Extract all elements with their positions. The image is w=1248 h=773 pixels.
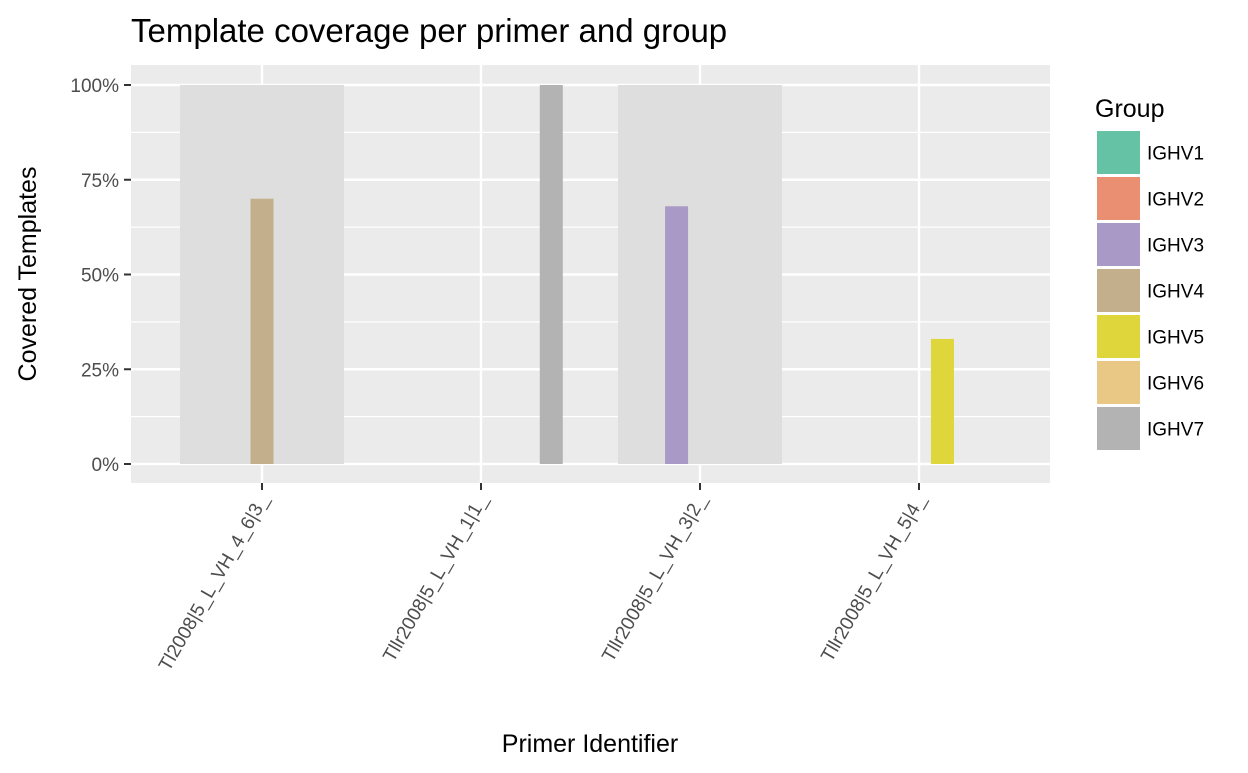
legend-label: IGHV2 [1147, 190, 1204, 211]
legend-label: IGHV6 [1147, 374, 1204, 395]
plot-panel [131, 65, 1050, 483]
bar-ighv4 [250, 198, 274, 464]
legend-label: IGHV3 [1147, 236, 1204, 257]
x-tick-label: Tllr2008|5_L_VH_3|2_ [598, 491, 711, 666]
x-tick-label: Tl2008|5_L_VH_4_6|3_ [155, 491, 273, 675]
x-axis-title: Primer Identifier [502, 730, 678, 758]
legend-key-ighv7 [1097, 407, 1140, 450]
y-axis-title: Covered Templates [14, 167, 42, 382]
legend-key-ighv2 [1097, 177, 1140, 220]
y-axis: 0% 25% 50% 75% 100% [70, 76, 131, 476]
y-tick-label: 75% [81, 171, 119, 192]
chart-title: Template coverage per primer and group [131, 12, 727, 49]
bar-ighv7 [539, 85, 563, 464]
legend-label: IGHV1 [1147, 144, 1204, 165]
coverage-band [618, 85, 782, 464]
legend-title: Group [1095, 95, 1164, 123]
legend-key-ighv1 [1097, 131, 1140, 174]
bar-ighv3 [665, 206, 689, 464]
y-tick-label: 100% [70, 76, 119, 97]
legend: Group IGHV1 IGHV2 IGHV3 IGHV4 IGHV5 IGHV6 IGHV… [1095, 95, 1204, 450]
legend-label: IGHV5 [1147, 328, 1204, 349]
legend-key-ighv3 [1097, 223, 1140, 266]
legend-key-ighv4 [1097, 269, 1140, 312]
x-axis: Tl2008|5_L_VH_4_6|3_ Tllr2008|5_L_VH_1|1_… [155, 483, 931, 675]
y-tick-label: 50% [81, 266, 119, 287]
legend-label: IGHV7 [1147, 420, 1204, 441]
legend-key-ighv6 [1097, 361, 1140, 404]
y-tick-label: 25% [81, 360, 119, 381]
x-tick-label: Tllr2008|5_L_VH_1|1_ [379, 491, 492, 666]
legend-key-ighv5 [1097, 315, 1140, 358]
x-tick-label: Tllr2008|5_L_VH_5|4_ [817, 491, 930, 666]
bar-ighv5 [930, 338, 954, 464]
legend-label: IGHV4 [1147, 282, 1204, 303]
y-tick-label: 0% [92, 455, 120, 476]
